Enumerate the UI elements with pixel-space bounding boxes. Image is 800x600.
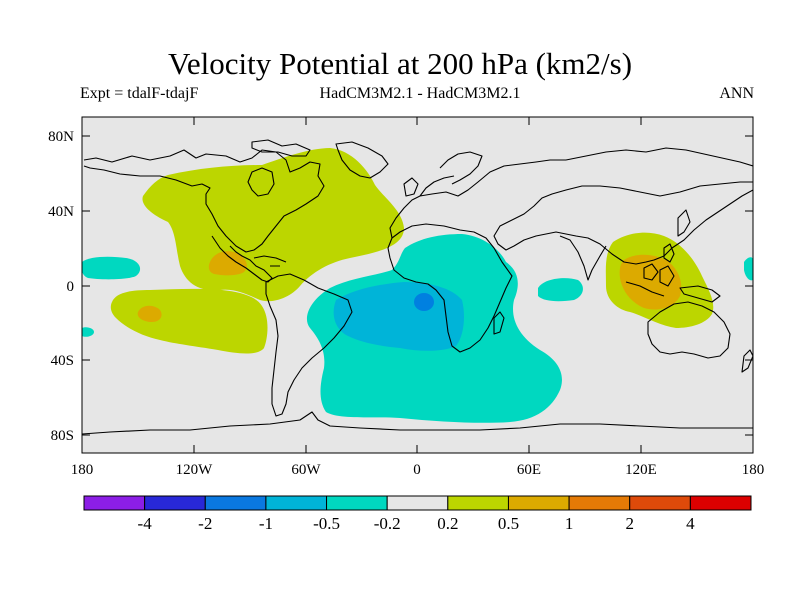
coast-greenland — [335, 141, 389, 179]
negative-minimum-atlantic — [414, 293, 434, 311]
coast-new-zealand — [741, 349, 753, 373]
coast-central-america — [211, 235, 273, 283]
coast-caribbean — [253, 255, 287, 267]
lon-label: 60W — [291, 462, 321, 478]
colorbar-box — [689, 495, 752, 511]
colorbar-box — [265, 495, 328, 511]
chart-title: Velocity Potential at 200 hPa (km2/s) — [167, 46, 633, 81]
coast-japan — [677, 209, 691, 237]
lon-label: 120W — [176, 462, 214, 478]
colorbar-box — [507, 495, 570, 511]
positive-region-america — [142, 148, 404, 302]
coast-australia — [647, 301, 731, 359]
coast-indonesia — [625, 263, 721, 303]
colorbar-box — [568, 495, 631, 511]
colorbar-box — [386, 495, 449, 511]
lon-label: 180 — [742, 462, 765, 478]
lat-label: 40N — [48, 204, 74, 220]
colorbar-box — [144, 495, 206, 511]
positive-max-pacific — [137, 305, 162, 322]
negative-region-east-pacific — [82, 256, 141, 280]
negative-region-indian-ocean — [538, 278, 583, 302]
colorbar-label: -4 — [138, 514, 153, 533]
colorbar-label: 0.2 — [437, 514, 458, 533]
colorbar-label: 2 — [625, 514, 634, 533]
colorbar-label: -0.5 — [313, 514, 340, 533]
lon-label: 60E — [517, 462, 541, 478]
colorbar-label: -2 — [198, 514, 212, 533]
map-panel — [82, 117, 753, 453]
colorbar-box — [204, 495, 267, 511]
colorbar-label: 4 — [686, 514, 695, 533]
coast-antarctica — [82, 411, 753, 435]
colorbar-box — [83, 495, 146, 511]
lat-label: 40S — [51, 353, 74, 369]
model-label: HadCM3M2.1 - HadCM3M2.1 — [319, 85, 521, 102]
positive-max-maritime — [619, 254, 682, 310]
colorbar-label: -1 — [259, 514, 273, 533]
lat-label: 80S — [51, 428, 74, 444]
coast-madagascar — [493, 311, 505, 335]
colorbar — [83, 495, 752, 511]
colorbar-box — [629, 495, 691, 511]
coastlines — [82, 139, 753, 435]
lat-label: 80N — [48, 129, 74, 145]
experiment-label: Expt = tdalF-tdajF — [80, 85, 199, 102]
coast-british-isles — [403, 177, 419, 197]
negative-region-east-edge — [744, 257, 753, 281]
colorbar-labels: -4 -2 -1 -0.5 -0.2 0.2 0.5 1 2 4 — [138, 514, 696, 533]
colorbar-label: 0.5 — [498, 514, 519, 533]
lon-label: 0 — [413, 462, 421, 478]
positive-region-pacific — [110, 288, 268, 354]
colorbar-label: 1 — [565, 514, 574, 533]
coast-india — [559, 235, 607, 281]
colorbar-box — [326, 495, 388, 511]
season-label: ANN — [719, 85, 754, 102]
coast-scandinavia — [439, 151, 483, 185]
coast-south-america — [265, 273, 353, 417]
coast-africa — [387, 223, 513, 353]
coast-hudson-bay — [247, 167, 275, 197]
coast-philippines — [663, 243, 675, 263]
positive-max-central-america — [208, 251, 247, 276]
lon-label: 180 — [71, 462, 94, 478]
lat-label: 0 — [67, 279, 75, 295]
coast-europe — [389, 159, 566, 239]
coast-arctic-islands — [251, 139, 311, 157]
longitude-labels: 180 120W 60W 0 60E 120E 180 — [71, 462, 765, 478]
colorbar-box — [447, 495, 509, 511]
latitude-labels: 80N 40N 0 40S 80S — [48, 129, 74, 444]
axis-ticks — [81, 117, 754, 453]
lon-label: 120E — [625, 462, 657, 478]
negative-region-south-pacific — [82, 327, 94, 337]
colorbar-label: -0.2 — [374, 514, 401, 533]
coast-north-america — [83, 149, 325, 253]
